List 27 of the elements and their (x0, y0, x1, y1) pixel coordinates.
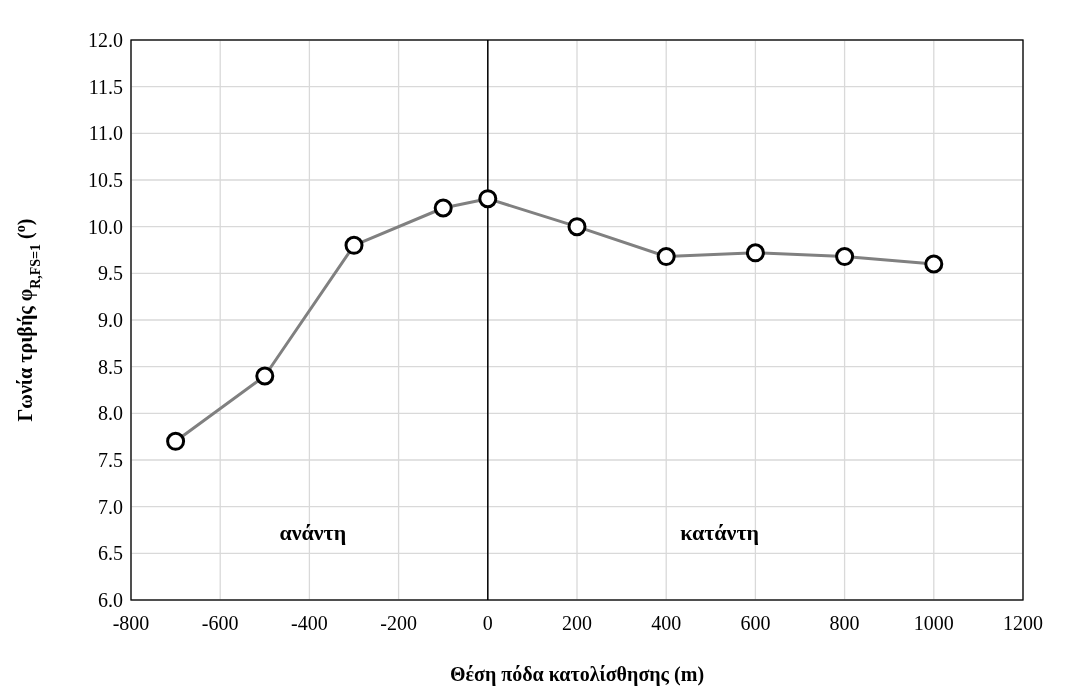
x-axis-title: Θέση πόδα κατολίσθησης (m) (449, 663, 705, 686)
x-tick-label: 1000 (913, 612, 954, 634)
x-tick-label: -600 (201, 612, 239, 634)
x-tick-label: 0 (482, 612, 493, 634)
x-tick-label: 600 (740, 612, 771, 634)
x-tick-label: -400 (291, 612, 328, 634)
y-tick-label: 12.0 (88, 29, 123, 51)
y-tick-label: 11.5 (88, 75, 123, 98)
annotation: ανάντη (279, 520, 347, 545)
y-tick-label: 11.0 (88, 122, 123, 145)
x-tick-label: -800 (112, 612, 150, 634)
x-tick-label: 800 (829, 612, 860, 634)
y-tick-label: 6.0 (98, 589, 123, 611)
annotation: κατάντη (680, 520, 760, 545)
x-tick-label: 1200 (1003, 612, 1043, 634)
y-tick-label: 8.0 (98, 402, 123, 425)
x-tick-label: -200 (380, 612, 417, 634)
y-tick-label: 9.0 (98, 309, 123, 331)
x-tick-label: 200 (562, 612, 592, 634)
y-tick-label: 6.5 (98, 542, 123, 565)
x-tick-label: 400 (651, 612, 682, 634)
y-tick-label: 8.5 (98, 355, 123, 378)
y-tick-label: 10.5 (88, 169, 123, 191)
y-tick-label: 10.0 (88, 215, 123, 238)
y-tick-label: 7.0 (98, 495, 123, 518)
y-tick-label: 7.5 (98, 449, 123, 471)
y-tick-label: 9.5 (98, 262, 123, 285)
